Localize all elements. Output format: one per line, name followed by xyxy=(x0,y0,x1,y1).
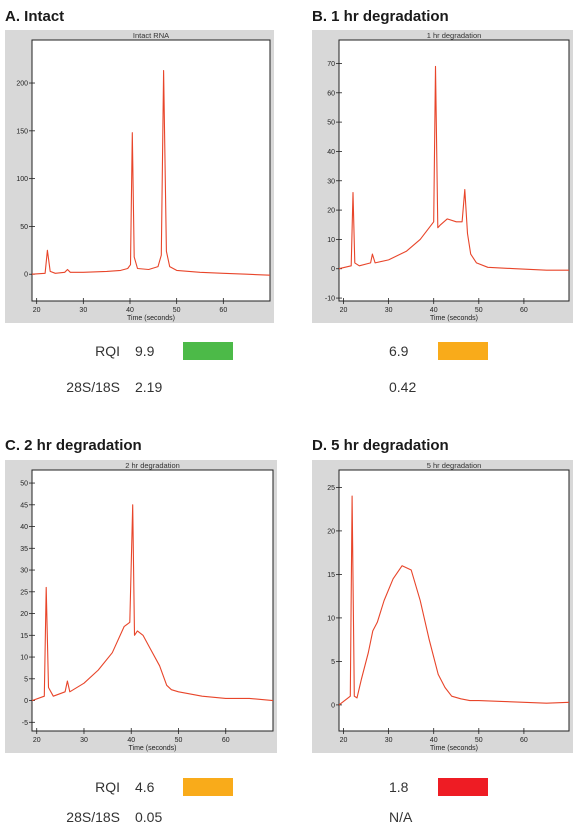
panel-c-rqi-status xyxy=(183,778,233,796)
x-tick-label: 20 xyxy=(340,737,348,744)
y-tick-label: 200 xyxy=(16,81,28,88)
y-tick-label: 50 xyxy=(327,120,335,127)
y-tick-label: 40 xyxy=(327,149,335,156)
ratio-label: 28S/18S xyxy=(66,379,120,395)
x-tick-label: 60 xyxy=(222,737,230,744)
ratio-label: 28S/18S xyxy=(66,809,120,825)
x-tick-label: 60 xyxy=(219,307,227,314)
panel-b-chart: 1 hr degradation -10 0 10 20 30 40 50 60 70 20 30 40… xyxy=(312,30,573,323)
plot-area xyxy=(31,469,274,732)
x-axis-label: Time (seconds) xyxy=(127,315,175,322)
chart-title: 1 hr degradation xyxy=(427,31,482,40)
panel-b-plot: 1 hr degradation -10 0 10 20 30 40 50 60 70 20 30 40… xyxy=(325,31,570,322)
y-tick-label: 60 xyxy=(327,90,335,97)
y-tick-label: 25 xyxy=(327,485,335,492)
x-tick-label: 40 xyxy=(430,737,438,744)
rqi-label: RQI xyxy=(95,343,120,359)
y-tick-label: 15 xyxy=(20,633,28,640)
panel-d-title: D. 5 hr degradation xyxy=(312,437,449,454)
x-tick-label: 60 xyxy=(520,737,528,744)
panel-b-ratio: 0.42 xyxy=(389,379,417,395)
panel-a-rqi-status xyxy=(183,342,233,360)
panel-a-ratio: 2.19 xyxy=(135,379,163,395)
x-axis-label: Time (seconds) xyxy=(430,745,478,752)
x-tick-label: 50 xyxy=(475,307,483,314)
plot-area xyxy=(338,469,570,732)
panel-a-title: A. Intact xyxy=(5,8,65,25)
panel-a-plot: Intact RNA 0 50 100 150 200 20 30 40 50 60 Time (se… xyxy=(16,31,271,322)
panel-d-plot: 5 hr degradation 0 5 10 15 20 25 20 30 40 50 60 Time… xyxy=(327,461,570,752)
x-tick-label: 40 xyxy=(126,307,134,314)
panel-c-chart: 2 hr degradation -5 0 5 10 15 20 25 30 35 40 45 50 20… xyxy=(5,460,277,753)
x-tick-label: 50 xyxy=(175,737,183,744)
x-tick-label: 30 xyxy=(79,307,87,314)
series-line xyxy=(31,504,274,702)
chart-title: 5 hr degradation xyxy=(427,461,482,470)
x-tick-label: 20 xyxy=(340,307,348,314)
y-tick-label: 10 xyxy=(327,237,335,244)
series-line xyxy=(338,65,569,271)
x-tick-label: 40 xyxy=(127,737,135,744)
x-axis-label: Time (seconds) xyxy=(129,745,177,752)
x-tick-label: 20 xyxy=(33,307,41,314)
rqi-label: RQI xyxy=(95,779,120,795)
y-tick-label: -5 xyxy=(22,720,28,727)
y-tick-label: 50 xyxy=(20,224,28,231)
panel-c-title: C. 2 hr degradation xyxy=(5,437,142,454)
x-tick-label: 50 xyxy=(173,307,181,314)
y-tick-label: 100 xyxy=(16,176,28,183)
y-tick-label: 20 xyxy=(327,528,335,535)
panel-d-chart: 5 hr degradation 0 5 10 15 20 25 20 30 40 50 60 Time… xyxy=(312,460,573,753)
panel-d-rqi: 1.8 xyxy=(389,779,409,795)
y-tick-label: 0 xyxy=(24,272,28,279)
y-tick-label: 40 xyxy=(20,524,28,531)
panel-a-chart: Intact RNA 0 50 100 150 200 20 30 40 50 60 Time (se… xyxy=(5,30,274,323)
y-tick-label: 30 xyxy=(20,568,28,575)
x-tick-label: 40 xyxy=(430,307,438,314)
y-tick-label: 10 xyxy=(20,655,28,662)
y-tick-label: 0 xyxy=(24,698,28,705)
panel-b-title: B. 1 hr degradation xyxy=(312,8,449,25)
x-tick-label: 20 xyxy=(33,737,41,744)
y-tick-label: 70 xyxy=(327,61,335,68)
y-tick-label: 0 xyxy=(331,702,335,709)
x-tick-label: 30 xyxy=(385,737,393,744)
y-tick-label: 20 xyxy=(20,611,28,618)
plot-area xyxy=(31,39,271,302)
y-tick-label: -10 xyxy=(325,296,335,303)
y-tick-label: 0 xyxy=(331,266,335,273)
y-tick-label: 45 xyxy=(20,502,28,509)
series-line xyxy=(31,70,271,276)
y-tick-label: 15 xyxy=(327,572,335,579)
y-tick-label: 5 xyxy=(331,659,335,666)
panel-d-ratio: N/A xyxy=(389,809,413,825)
panel-c-plot: 2 hr degradation -5 0 5 10 15 20 25 30 35 40 45 50 20… xyxy=(20,461,274,752)
panel-c-ratio: 0.05 xyxy=(135,809,163,825)
y-tick-label: 50 xyxy=(20,481,28,488)
y-tick-label: 5 xyxy=(24,676,28,683)
series-line xyxy=(338,495,570,706)
x-tick-label: 30 xyxy=(385,307,393,314)
y-tick-label: 30 xyxy=(327,178,335,185)
y-tick-label: 25 xyxy=(20,589,28,596)
panel-d-rqi-status xyxy=(438,778,488,796)
x-axis-label: Time (seconds) xyxy=(430,315,478,322)
y-tick-label: 150 xyxy=(16,128,28,135)
panel-c-rqi: 4.6 xyxy=(135,779,155,795)
panel-b-rqi: 6.9 xyxy=(389,343,409,359)
x-tick-label: 60 xyxy=(520,307,528,314)
x-tick-label: 30 xyxy=(80,737,88,744)
plot-area xyxy=(338,39,570,302)
y-tick-label: 35 xyxy=(20,546,28,553)
y-tick-label: 20 xyxy=(327,208,335,215)
chart-title: Intact RNA xyxy=(133,31,169,40)
y-tick-label: 10 xyxy=(327,615,335,622)
chart-title: 2 hr degradation xyxy=(125,461,180,470)
x-tick-label: 50 xyxy=(475,737,483,744)
panel-b-rqi-status xyxy=(438,342,488,360)
panel-a-rqi: 9.9 xyxy=(135,343,155,359)
